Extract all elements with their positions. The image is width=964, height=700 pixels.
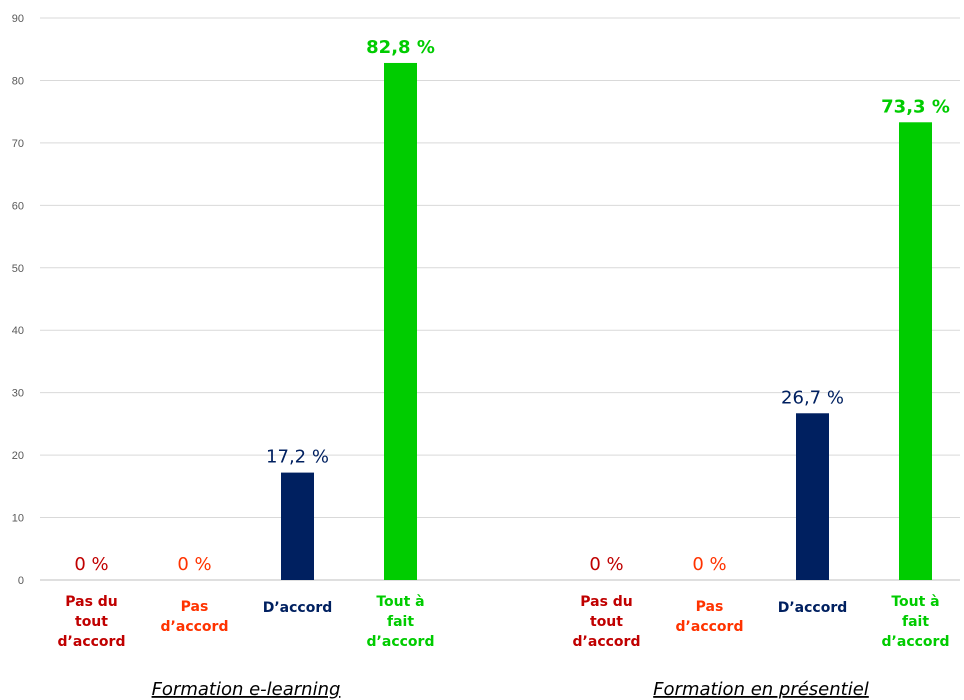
data-labels: 0 % 0 % 17,2 % 82,8 % 0 % 0 % 26,7 % 73,3 % — [74, 37, 950, 575]
category-label-line: d’accord — [573, 634, 641, 650]
data-label: 0 % — [692, 554, 726, 575]
y-tick-label: 90 — [12, 13, 24, 25]
bars — [281, 62, 932, 580]
y-tick-label: 40 — [12, 325, 24, 337]
category-label-line: Tout à — [891, 594, 939, 610]
data-label: 17,2 % — [266, 447, 329, 468]
y-tick-label: 10 — [12, 513, 24, 525]
data-label: 0 % — [74, 554, 108, 575]
data-label: 0 % — [177, 554, 211, 575]
y-axis: 0 10 20 30 40 50 60 70 80 90 — [12, 13, 24, 587]
category-labels: Pas du tout d’accord Pas d’accord D’accord Tou… — [58, 594, 950, 650]
bar — [281, 472, 314, 580]
category-label-line: Pas du — [580, 594, 633, 610]
category-label: Pas du tout d’accord — [58, 594, 126, 650]
category-label-line: d’accord — [882, 634, 950, 650]
bar — [796, 413, 829, 580]
category-label-line: Pas — [696, 599, 724, 615]
data-label: 82,8 % — [366, 37, 435, 58]
group-label: Formation en présentiel — [653, 679, 869, 700]
category-label-line: tout — [590, 614, 623, 630]
category-label-line: Pas du — [65, 594, 118, 610]
gridlines — [40, 17, 960, 581]
data-label: 0 % — [589, 554, 623, 575]
category-label-line: d’accord — [676, 619, 744, 635]
category-label-line: fait — [387, 614, 414, 630]
category-label: Pas d’accord — [676, 599, 744, 635]
y-tick-label: 50 — [12, 263, 24, 275]
category-label: D’accord — [263, 600, 333, 616]
bar — [384, 62, 417, 580]
category-label-line: Pas — [181, 599, 209, 615]
y-tick-label: 60 — [12, 200, 24, 212]
y-tick-label: 70 — [12, 138, 24, 150]
category-label-line: d’accord — [161, 619, 229, 635]
data-label: 73,3 % — [881, 96, 950, 117]
data-label: 26,7 % — [781, 387, 844, 408]
category-label: Tout à fait d’accord — [367, 594, 435, 650]
category-label-line: D’accord — [263, 600, 333, 616]
category-label: D’accord — [778, 600, 848, 616]
category-label-line: D’accord — [778, 600, 848, 616]
category-label: Pas du tout d’accord — [573, 594, 641, 650]
group-label: Formation e-learning — [152, 679, 341, 700]
bar — [899, 122, 932, 580]
group-labels: Formation e-learning Formation en présent… — [152, 679, 869, 700]
y-tick-label: 0 — [18, 575, 24, 587]
y-tick-label: 80 — [12, 75, 24, 87]
category-label-line: fait — [902, 614, 929, 630]
category-label: Pas d’accord — [161, 599, 229, 635]
category-label-line: tout — [75, 614, 108, 630]
category-label-line: d’accord — [367, 634, 435, 650]
category-label-line: Tout à — [376, 594, 424, 610]
category-label-line: d’accord — [58, 634, 126, 650]
y-tick-label: 30 — [12, 388, 24, 400]
y-tick-label: 20 — [12, 450, 24, 462]
category-label: Tout à fait d’accord — [882, 594, 950, 650]
